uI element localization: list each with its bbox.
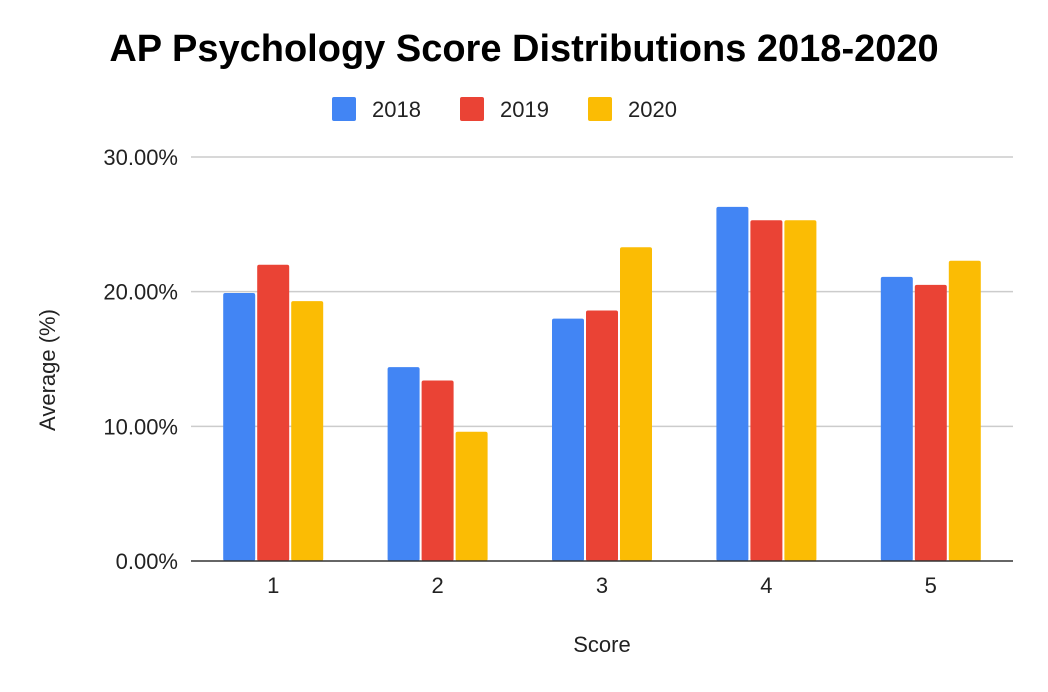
y-tick-label: 30.00% bbox=[103, 145, 178, 170]
bar-2020-score-3 bbox=[620, 247, 652, 561]
legend-label-2020: 2020 bbox=[628, 97, 677, 122]
bar-2019-score-5 bbox=[914, 284, 947, 561]
bar-2020-score-4 bbox=[784, 220, 817, 561]
bar-2019-score-1 bbox=[257, 264, 290, 561]
bar-2019-score-3 bbox=[586, 310, 618, 561]
y-axis-title: Average (%) bbox=[35, 309, 60, 431]
x-tick-label: 1 bbox=[267, 573, 279, 598]
legend-swatch-2019 bbox=[460, 97, 484, 121]
legend-label-2018: 2018 bbox=[372, 97, 421, 122]
bar-2019-score-2 bbox=[421, 380, 454, 561]
y-tick-label: 10.00% bbox=[103, 414, 178, 439]
x-axis-title: Score bbox=[573, 632, 630, 657]
x-tick-label: 2 bbox=[431, 573, 443, 598]
bar-2018-score-1 bbox=[223, 293, 256, 561]
bar-2018-score-5 bbox=[880, 276, 913, 561]
chart-title: AP Psychology Score Distributions 2018-2… bbox=[109, 28, 939, 70]
bar-2020-score-5 bbox=[948, 260, 981, 561]
bar-2018-score-2 bbox=[387, 367, 420, 561]
bar-2020-score-1 bbox=[291, 301, 324, 561]
legend-swatch-2018 bbox=[332, 97, 356, 121]
legend-label-2019: 2019 bbox=[500, 97, 549, 122]
bar-2019-score-4 bbox=[750, 220, 783, 561]
y-tick-label: 0.00% bbox=[116, 549, 178, 574]
y-tick-label: 20.00% bbox=[103, 280, 178, 305]
bar-2020-score-2 bbox=[455, 431, 488, 561]
bar-2018-score-4 bbox=[716, 206, 749, 561]
x-tick-label: 3 bbox=[596, 573, 608, 598]
legend-swatch-2020 bbox=[588, 97, 612, 121]
bar-2018-score-3 bbox=[552, 318, 584, 561]
x-tick-label: 5 bbox=[925, 573, 937, 598]
x-tick-label: 4 bbox=[760, 573, 772, 598]
